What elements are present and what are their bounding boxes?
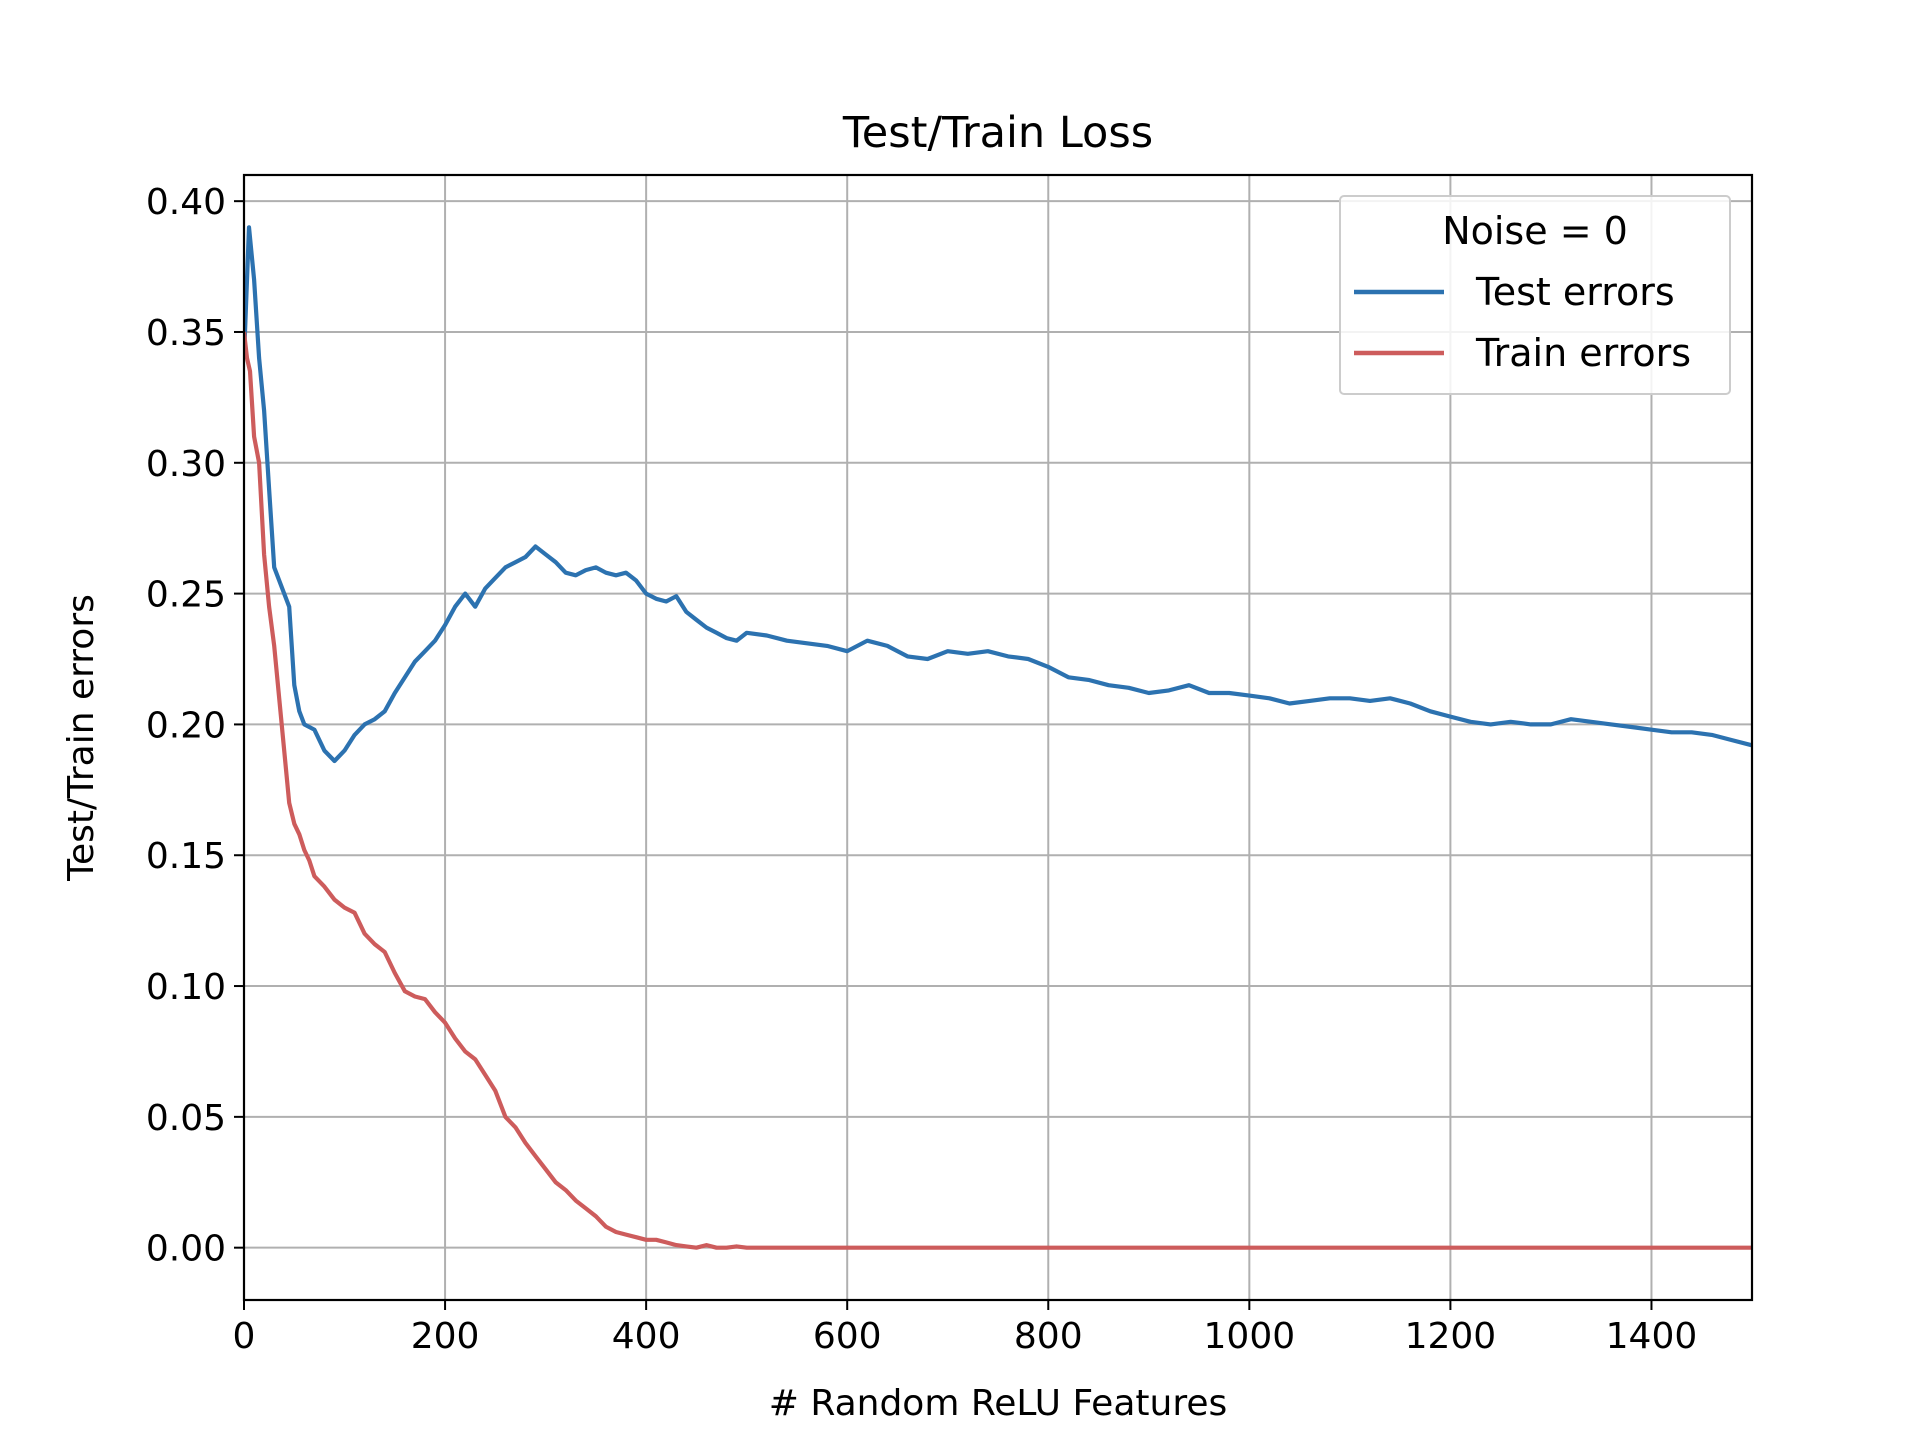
series-line-train-errors [244, 331, 1752, 1250]
y-tick-label: 0.40 [146, 182, 226, 223]
y-tick-label: 0.35 [146, 313, 226, 354]
plot-frame [242, 173, 1754, 1302]
x-tick-label: 200 [411, 1316, 480, 1357]
legend-title: Noise = 0 [1442, 209, 1628, 253]
x-tick-label: 400 [612, 1316, 681, 1357]
x-tick-label: 1200 [1405, 1316, 1497, 1357]
legend-label-train-errors: Train errors [1475, 331, 1691, 375]
x-tick-label: 1000 [1204, 1316, 1296, 1357]
x-tick-label: 0 [233, 1316, 256, 1357]
x-tick-label: 600 [813, 1316, 882, 1357]
y-tick-label: 0.25 [146, 575, 226, 616]
legend-label-test-errors: Test errors [1475, 270, 1675, 314]
x-axis-title: # Random ReLU Features [769, 1383, 1228, 1424]
series-line-test-errors [244, 225, 1752, 764]
series-layer [244, 225, 1752, 1250]
y-tick-label: 0.30 [146, 444, 226, 485]
legend-box [1339, 195, 1731, 395]
chart-title: Test/Train Loss [842, 108, 1153, 158]
x-tick-label: 800 [1014, 1316, 1083, 1357]
y-tick-label: 0.05 [146, 1098, 226, 1139]
y-tick-label: 0.15 [146, 836, 226, 877]
y-tick-label: 0.00 [146, 1229, 226, 1270]
legend: Noise = 0 Test errors Train errors [1339, 195, 1731, 395]
y-axis-title: Test/Train errors [61, 594, 102, 882]
y-tick-label: 0.10 [146, 967, 226, 1008]
ticks: 0 200 400 600 800 1000 1200 1400 0.00 0.05 0.10 0.1… [146, 182, 1697, 1357]
x-tick-label: 1400 [1606, 1316, 1698, 1357]
y-tick-label: 0.20 [146, 705, 226, 746]
